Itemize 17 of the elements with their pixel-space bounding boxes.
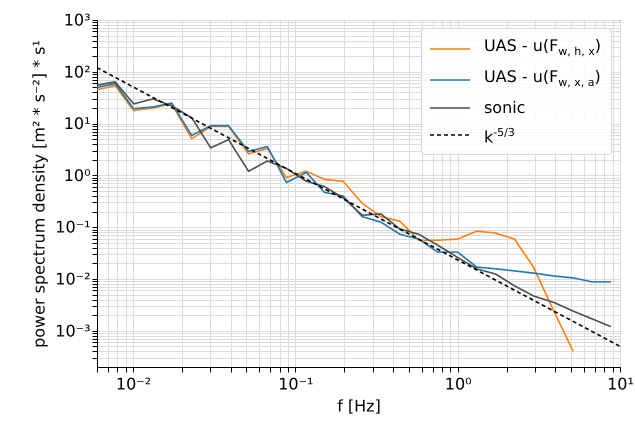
x-tick-label: 10⁰ <box>444 374 472 394</box>
y-tick-label: 10⁰ <box>64 166 90 185</box>
y-axis-title: power spectrum density [m² * s⁻²] * s¹ <box>29 40 48 348</box>
legend-label: UAS - u(F$_{w, h, x}$) <box>484 35 601 60</box>
x-axis-title: f [Hz] <box>337 396 381 416</box>
y-tick-label: 10⁻³ <box>55 321 90 340</box>
x-tick-label: 10¹ <box>607 374 634 394</box>
y-tick-label: 10⁻¹ <box>55 218 90 237</box>
x-tick-label: 10⁻² <box>116 374 152 394</box>
y-tick-label: 10² <box>64 62 90 82</box>
y-tick-label: 10⁻² <box>55 269 90 288</box>
legend-label: k$^{-5/3}$ <box>484 125 515 149</box>
legend-label: sonic <box>484 97 526 120</box>
y-tick-label: 10³ <box>64 10 90 30</box>
x-tick-label: 10⁻¹ <box>278 374 314 394</box>
y-tick-label: 10¹ <box>64 114 90 134</box>
legend-label: UAS - u(F$_{w, x, a}$) <box>484 66 601 92</box>
